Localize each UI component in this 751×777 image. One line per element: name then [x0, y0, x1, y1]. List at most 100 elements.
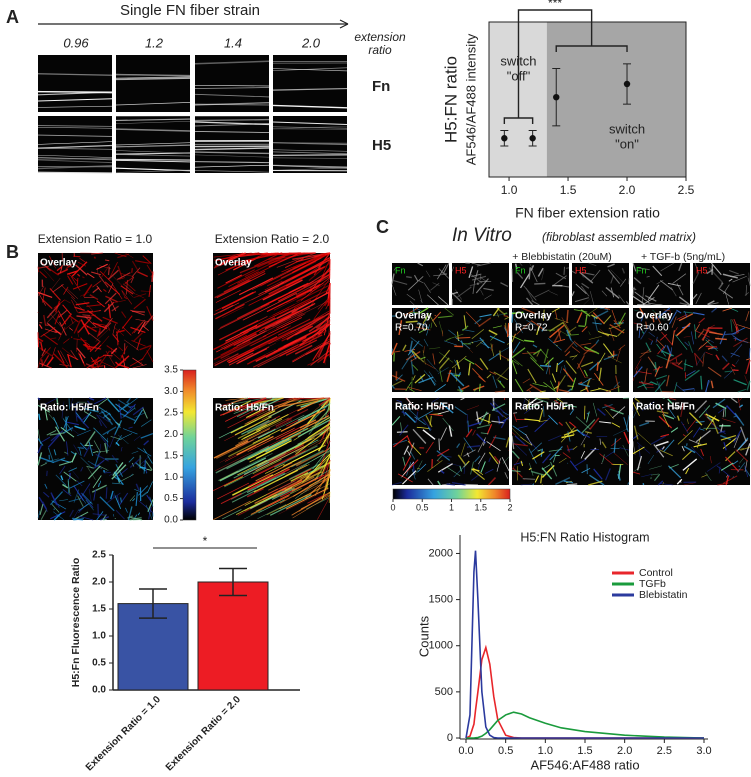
- fiber: [647, 284, 660, 301]
- fiber: [256, 397, 295, 417]
- fiber: [37, 510, 41, 519]
- fiber: [589, 474, 605, 486]
- fiber: [115, 403, 129, 414]
- fiber: [738, 397, 742, 403]
- fiber: [49, 256, 53, 262]
- fiber: [133, 298, 146, 310]
- y-axis-label: Counts: [416, 615, 431, 657]
- fiber: [456, 359, 461, 370]
- fiber: [98, 350, 111, 367]
- fiber: [110, 299, 117, 312]
- fiber: [125, 252, 134, 259]
- fiber: [213, 331, 249, 351]
- fiber: [130, 516, 143, 521]
- fiber: [68, 467, 78, 472]
- fiber: [252, 459, 282, 475]
- fiber: [393, 435, 409, 448]
- fiber: [665, 353, 671, 369]
- fiber: [84, 316, 97, 328]
- fiber: [37, 73, 113, 76]
- fiber: [619, 319, 625, 326]
- fiber: [740, 446, 751, 451]
- fiber: [65, 260, 77, 270]
- fiber: [543, 381, 556, 392]
- fiber: [541, 467, 553, 480]
- point: [553, 93, 560, 101]
- y-tick-label: 2.0: [92, 577, 106, 588]
- micrograph: [692, 262, 751, 306]
- fiber: [279, 317, 320, 338]
- fiber: [37, 359, 41, 369]
- fiber: [529, 462, 534, 476]
- fiber: [86, 304, 102, 307]
- fiber: [49, 287, 61, 301]
- fiber: [670, 347, 672, 358]
- fiber: [136, 338, 141, 351]
- fiber: [500, 282, 509, 288]
- fiber: [447, 372, 462, 376]
- fiber: [225, 324, 258, 342]
- fiber: [97, 322, 112, 336]
- fiber: [519, 262, 523, 266]
- fiber: [520, 460, 524, 466]
- fiber: [469, 273, 483, 284]
- fiber: [583, 405, 586, 420]
- fiber: [550, 380, 555, 390]
- fiber: [58, 460, 73, 466]
- fiber: [581, 271, 595, 276]
- fiber: [472, 368, 485, 382]
- fiber: [98, 420, 103, 427]
- micrograph: [511, 397, 630, 486]
- fiber: [562, 368, 574, 382]
- fiber: [459, 465, 463, 472]
- fiber: [265, 438, 292, 453]
- fiber: [87, 465, 101, 480]
- fiber: [80, 457, 93, 469]
- fiber: [565, 421, 575, 436]
- fiber: [523, 478, 526, 480]
- fiber: [431, 397, 440, 403]
- fiber: [62, 304, 72, 315]
- fiber: [263, 491, 280, 500]
- fiber: [617, 385, 620, 393]
- fiber: [50, 492, 58, 506]
- fiber: [311, 319, 331, 339]
- fiber: [418, 289, 423, 304]
- fiber: [594, 372, 604, 386]
- fiber: [50, 491, 64, 506]
- fiber: [577, 363, 586, 379]
- fiber: [528, 448, 537, 464]
- fiber: [91, 356, 100, 368]
- fiber: [644, 295, 657, 302]
- fiber: [505, 437, 510, 448]
- fiber: [724, 407, 727, 417]
- fiber: [113, 276, 125, 289]
- fiber: [478, 452, 486, 465]
- fiber: [442, 455, 452, 458]
- region-label: switch: [609, 121, 645, 136]
- fiber: [115, 169, 191, 174]
- fiber: [679, 302, 689, 306]
- fiber: [430, 282, 440, 291]
- fiber: [590, 269, 601, 282]
- fiber: [535, 397, 550, 400]
- fiber: [220, 397, 244, 410]
- fiber: [132, 357, 144, 366]
- fiber: [634, 397, 640, 403]
- fiber: [466, 414, 468, 424]
- fiber: [531, 400, 544, 406]
- fiber: [79, 353, 85, 364]
- fiber: [115, 118, 191, 122]
- fiber: [313, 296, 331, 320]
- fiber: [82, 314, 90, 316]
- fiber: [610, 287, 615, 298]
- fiber: [661, 331, 674, 346]
- fiber: [288, 284, 306, 294]
- fiber: [115, 142, 191, 146]
- fiber: [261, 274, 283, 286]
- fiber: [40, 462, 47, 467]
- fiber: [686, 370, 696, 377]
- ratio-label: 1.4: [224, 35, 242, 50]
- fiber: [613, 319, 621, 329]
- fiber: [683, 363, 694, 368]
